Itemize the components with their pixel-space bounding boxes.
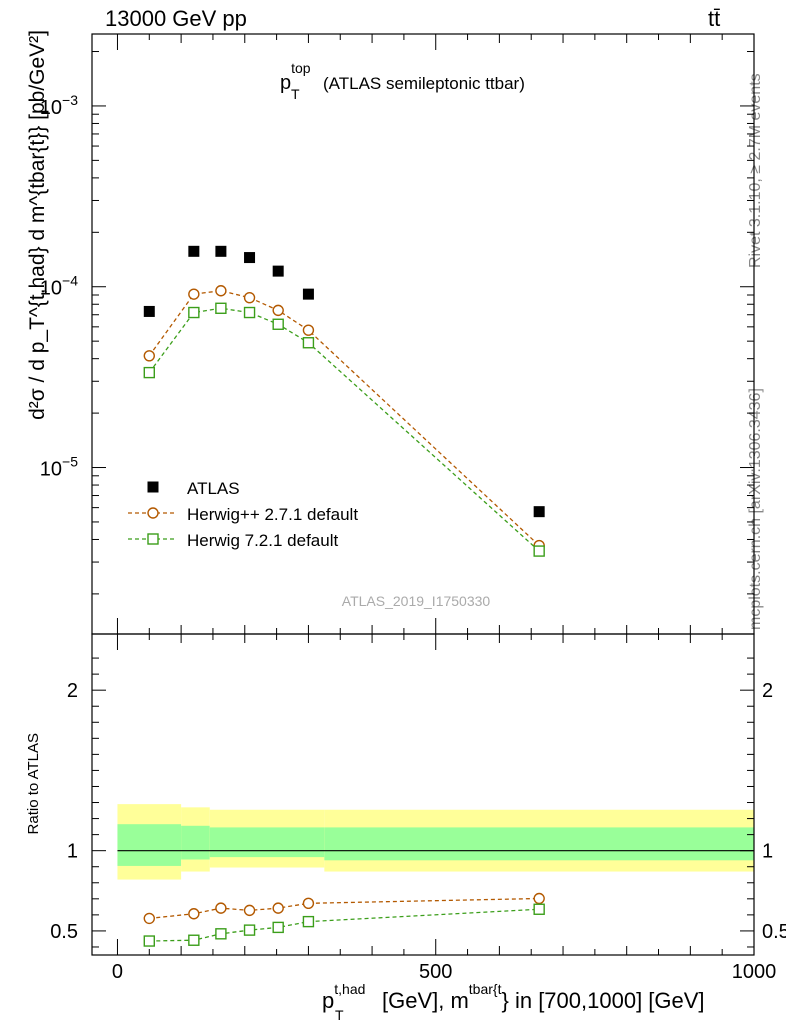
herwig7-ratio-line	[149, 908, 540, 942]
atlas-data-point	[215, 245, 227, 257]
uncertainty-band-inner	[209, 827, 325, 858]
y-tick-label: 10−4	[40, 273, 78, 300]
herwig7-point	[143, 366, 155, 379]
ratio-y-tick-label: 0.5	[50, 921, 78, 943]
herwig7-point	[188, 306, 200, 319]
legend-marker-atlas	[147, 481, 159, 493]
x-tick-label: 0	[112, 961, 123, 983]
plot-title: ptop T(ATLAS semileptonic ttbar)	[280, 60, 525, 102]
y-tick-label: 10−5	[40, 454, 78, 481]
legend-label-herwigpp: Herwig++ 2.7.1 default	[187, 505, 358, 524]
herwigpp-point	[243, 291, 256, 304]
herwigpp-ratio-point	[533, 892, 545, 905]
x-tick-label: 500	[419, 961, 452, 983]
ratio-y-tick-label: 2	[67, 680, 78, 702]
legend-label-herwig7: Herwig 7.2.1 default	[187, 531, 338, 550]
uncertainty-band-inner	[324, 827, 754, 861]
atlas-data-point	[244, 252, 256, 264]
main-plot-panel: 10−5 10−4 10−3 ptop T(ATLAS semileptonic ttb…	[26, 30, 755, 635]
ratio-y-tick-label-right: 1	[762, 841, 773, 863]
atlas-data-point	[188, 245, 200, 257]
herwig7-ratio-point	[533, 903, 545, 915]
herwig7-point	[215, 302, 227, 314]
herwigpp-ratio-line	[149, 897, 540, 920]
atlas-data-point	[533, 506, 545, 518]
herwig7-ratio-point	[302, 915, 315, 928]
herwig7-ratio-point	[143, 935, 155, 947]
herwigpp-point	[215, 285, 227, 297]
herwigpp-ratio-point	[143, 912, 155, 925]
herwig7-ratio-point	[272, 921, 284, 934]
herwig7-ratio-point	[215, 928, 227, 940]
herwigpp-ratio-point	[302, 897, 315, 910]
herwig7-point	[302, 337, 315, 349]
herwig7-ratio-point	[188, 934, 200, 946]
uncertainty-band-inner	[181, 825, 210, 860]
herwig7-ratio-point	[243, 924, 256, 936]
herwigpp-ratio-point	[272, 902, 284, 914]
herwigpp-ratio-point	[243, 904, 256, 917]
header-left: 13000 GeV pp	[105, 6, 247, 31]
ratio-y-tick-label-right: 0.5	[762, 921, 786, 943]
ratio-plot-panel: 0 500 1000 0.5 0.5 1 1 2 2 Ratio to ATLAS pt,had T[…	[25, 633, 786, 1023]
uncertainty-band-inner	[117, 824, 182, 866]
header-right: tt̄	[708, 6, 721, 31]
herwig7-point	[533, 545, 545, 557]
herwig7-point	[243, 306, 256, 319]
ratio-y-axis-label: Ratio to ATLAS	[25, 733, 42, 834]
x-tick-label: 1000	[732, 961, 777, 983]
analysis-watermark: ATLAS_2019_I1750330	[342, 593, 491, 609]
x-axis-label: pt,had T[GeV], mtbar{t} in [700,1000] [Ge…	[322, 981, 705, 1023]
herwigpp-point	[272, 304, 284, 317]
atlas-data-point	[302, 288, 314, 300]
herwigpp-point	[302, 324, 315, 336]
herwigpp-point	[188, 288, 200, 300]
ratio-y-tick-label-right: 2	[762, 680, 773, 702]
legend-label-atlas: ATLAS	[187, 479, 240, 498]
herwigpp-ratio-point	[188, 908, 200, 920]
herwig7-point	[272, 318, 284, 330]
herwigpp-ratio-point	[215, 902, 227, 914]
atlas-data-point	[143, 305, 155, 317]
y-tick-label: 10−3	[40, 92, 78, 119]
ratio-y-tick-label: 1	[67, 841, 78, 863]
herwigpp-point	[143, 350, 155, 362]
ratio-plot-frame	[91, 633, 755, 956]
legend-marker-herwig7	[147, 533, 159, 545]
atlas-data-point	[272, 265, 284, 277]
main-y-axis-label: d²σ / d p_T^{t,had} d m^{tbar{t}} [pb/Ge…	[26, 30, 49, 420]
legend-marker-herwigpp	[147, 507, 159, 519]
